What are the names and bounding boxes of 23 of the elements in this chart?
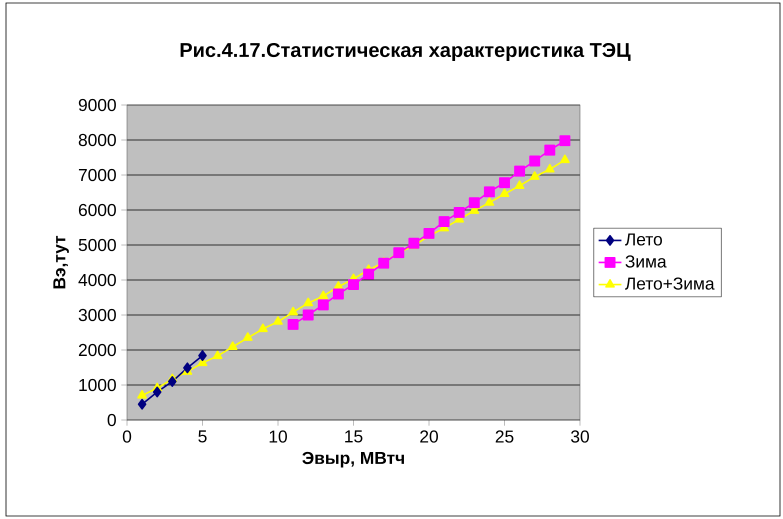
y-tick-label: 6000 <box>78 204 116 216</box>
x-tick-label: 30 <box>571 430 589 443</box>
legend-label: Лето <box>625 233 662 246</box>
y-axis-title: Вэ,тут <box>53 236 69 288</box>
x-tick-label: 10 <box>270 430 287 443</box>
y-tick-label: 2000 <box>78 344 116 356</box>
y-tick-label: 1000 <box>79 378 116 392</box>
legend-label: Зима <box>625 255 667 268</box>
legend-label: Лето+Зима <box>625 277 715 290</box>
x-axis-title: Эвыр, МВтч <box>302 452 404 468</box>
x-tick-label: 20 <box>420 430 438 443</box>
y-tick-label: 4000 <box>78 274 116 286</box>
x-tick-label: 5 <box>198 430 207 442</box>
y-tick-label: 9000 <box>78 98 116 112</box>
y-tick-label: 7000 <box>78 168 116 182</box>
x-tick-label: 15 <box>345 430 362 442</box>
x-tick-label: 25 <box>496 430 514 443</box>
chart-title: Рис.4.17.Статистическая характеристика ТЭЦ <box>180 42 631 62</box>
y-tick-label: 3000 <box>78 308 116 322</box>
y-tick-label: 0 <box>108 414 116 426</box>
y-tick-label: 8000 <box>78 134 116 146</box>
y-tick-label: 5000 <box>78 238 116 252</box>
x-tick-label: 0 <box>122 430 132 443</box>
